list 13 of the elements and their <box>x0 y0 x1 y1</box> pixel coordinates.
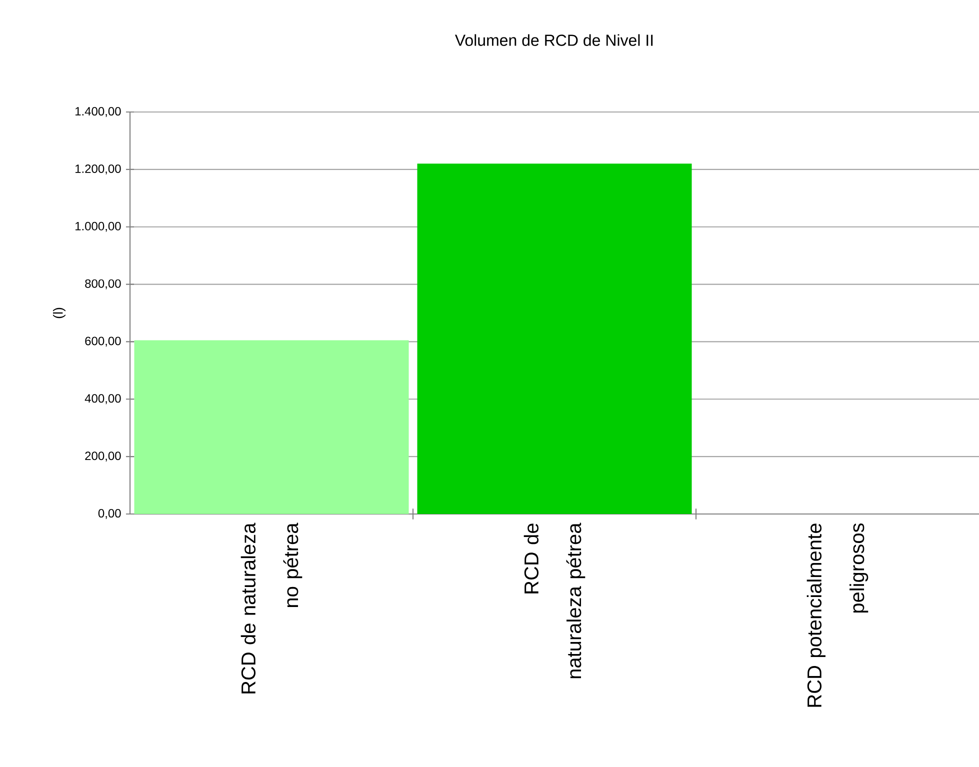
y-tick-label: 200,00 <box>85 452 121 462</box>
category-label: RCD de naturaleza pétrea <box>524 522 586 678</box>
y-tick-label: 1.400,00 <box>76 107 121 117</box>
y-tick-label: 0,00 <box>98 509 121 519</box>
category-label: RCD potencialmente peligrosos <box>806 523 868 707</box>
y-tick-label: 600,00 <box>85 336 121 347</box>
chart-title: Volumen de RCD de Nivel II <box>454 34 653 46</box>
y-tick-label: 1.200,00 <box>76 164 121 174</box>
y-tick-label: 800,00 <box>85 279 121 290</box>
y-axis-title: (l) <box>53 308 66 318</box>
category-label: RCD de naturaleza no pétrea <box>240 522 302 694</box>
y-tick-label: 1.000,00 <box>76 222 121 232</box>
y-tick-label: 400,00 <box>84 394 121 404</box>
